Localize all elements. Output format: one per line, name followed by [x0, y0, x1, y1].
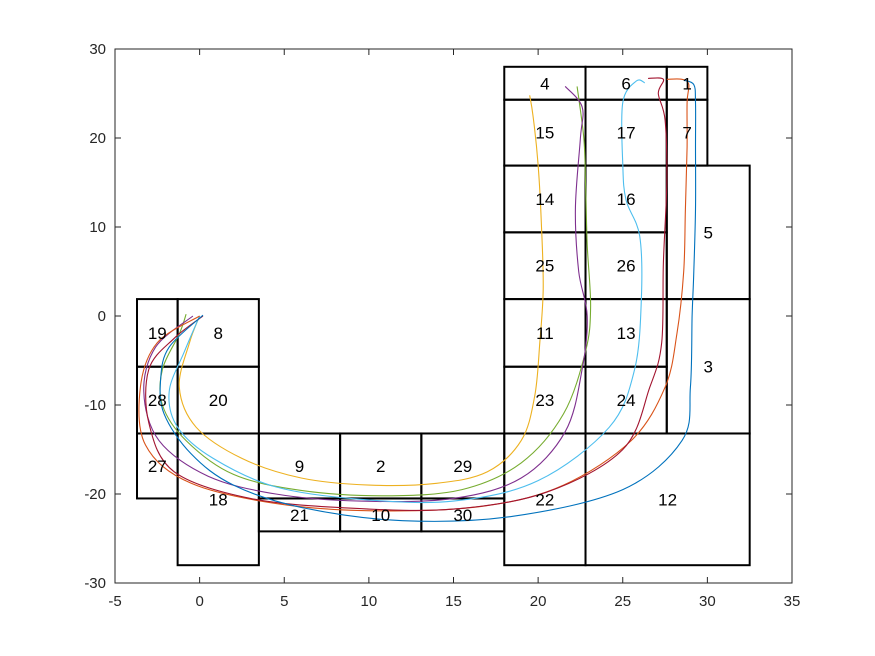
region-label-16: 16: [617, 190, 636, 209]
y-tick-label: -20: [84, 486, 106, 503]
x-tick-label: 20: [530, 593, 547, 610]
y-tick-label: 10: [89, 219, 106, 236]
x-tick-label: 5: [280, 593, 288, 610]
region-label-22: 22: [535, 490, 554, 509]
y-tick-label: 30: [89, 41, 106, 58]
region-label-3: 3: [703, 357, 712, 376]
region-label-10: 10: [371, 506, 390, 525]
y-axis: -30 -20 -10 0 10 20 30: [84, 41, 792, 592]
region-label-23: 23: [535, 391, 554, 410]
region-label-6: 6: [621, 74, 630, 93]
region-label-8: 8: [214, 324, 223, 343]
region-label-15: 15: [535, 124, 554, 143]
region-label-4: 4: [540, 74, 549, 93]
region-label-19: 19: [148, 324, 167, 343]
trajectory-line-4: [168, 79, 646, 504]
x-tick-label: 0: [195, 593, 203, 610]
regions-layer: [136, 65, 751, 567]
region-label-29: 29: [453, 457, 472, 476]
region-label-24: 24: [617, 391, 636, 410]
region-label-30: 30: [453, 506, 472, 525]
region-label-18: 18: [209, 490, 228, 509]
trajectory-line-1: [178, 95, 544, 487]
region-label-21: 21: [290, 506, 309, 525]
region-label-26: 26: [617, 257, 636, 276]
x-tick-label: 15: [445, 593, 462, 610]
trajectory-line-7: [159, 79, 697, 522]
region-label-2: 2: [376, 457, 385, 476]
region-label-25: 25: [535, 257, 554, 276]
x-tick-label: 25: [614, 593, 631, 610]
x-tick-label: 30: [699, 593, 716, 610]
x-tick-label: 35: [784, 593, 801, 610]
y-tick-label: 0: [98, 308, 106, 325]
trajectory-line-3: [143, 86, 588, 503]
x-axis: -5 0 5 10 15 20 25 30 35: [108, 49, 800, 610]
region-label-20: 20: [209, 391, 228, 410]
series-layer: [138, 77, 697, 522]
region-label-11: 11: [536, 324, 554, 343]
region-label-9: 9: [295, 457, 304, 476]
y-tick-label: -10: [84, 397, 106, 414]
region-label-7: 7: [682, 124, 691, 143]
trajectory-line-6: [145, 77, 668, 512]
region-label-28: 28: [148, 391, 167, 410]
trajectory-line-5: [138, 78, 690, 512]
region-label-1: 1: [682, 74, 691, 93]
y-tick-label: -30: [84, 575, 106, 592]
region-label-5: 5: [703, 223, 712, 242]
x-tick-label: 10: [361, 593, 378, 610]
region-label-14: 14: [535, 190, 554, 209]
region-label-13: 13: [617, 324, 636, 343]
x-tick-label: -5: [108, 593, 121, 610]
y-tick-label: 20: [89, 130, 106, 147]
region-label-27: 27: [148, 457, 167, 476]
region-label-17: 17: [617, 124, 636, 143]
region-label-12: 12: [658, 490, 677, 509]
